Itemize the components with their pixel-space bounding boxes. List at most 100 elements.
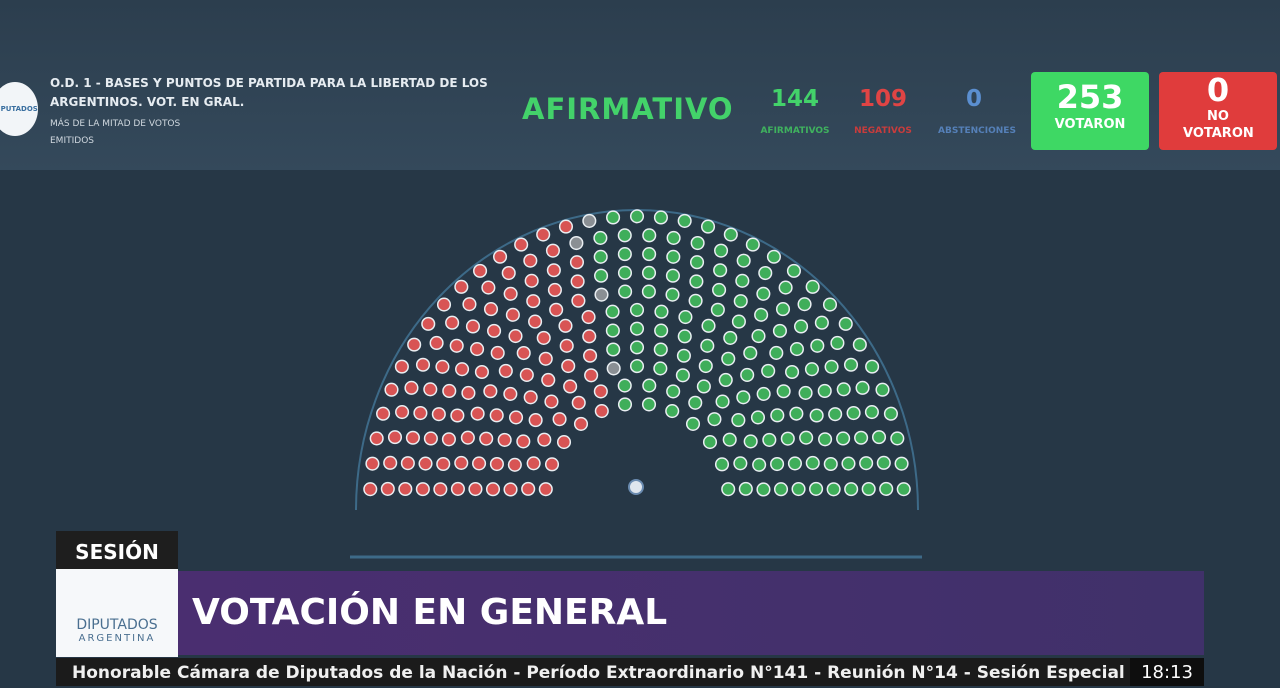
result: AFIRMATIVO <box>522 92 734 126</box>
seat <box>805 279 820 294</box>
seat <box>441 432 456 447</box>
seat <box>462 297 477 312</box>
seat <box>435 359 450 374</box>
ticker: Honorable Cámara de Diputados de la Naci… <box>56 658 1204 686</box>
seat <box>415 357 431 372</box>
seat <box>841 456 856 471</box>
seat <box>641 265 657 280</box>
seat <box>713 263 728 278</box>
seat <box>736 390 751 405</box>
seat <box>830 335 845 351</box>
seat <box>654 323 669 338</box>
seat <box>770 408 785 423</box>
seat <box>817 383 832 399</box>
seat <box>824 359 839 374</box>
seat <box>450 408 465 423</box>
seat <box>665 287 680 302</box>
seat <box>436 297 452 312</box>
seat <box>828 407 843 422</box>
seat <box>605 304 620 319</box>
seat <box>606 361 621 376</box>
seat <box>766 249 781 264</box>
seat <box>762 432 777 447</box>
seat <box>546 263 561 278</box>
seat <box>653 361 668 376</box>
seat <box>449 338 464 353</box>
seat <box>454 279 469 294</box>
seat <box>538 482 553 497</box>
seat <box>508 329 523 344</box>
seat <box>875 382 890 397</box>
seat <box>618 284 633 299</box>
seat <box>474 364 489 380</box>
seat <box>363 482 378 497</box>
seat <box>745 237 760 252</box>
seat <box>415 482 430 497</box>
seat <box>883 406 898 421</box>
seat <box>700 219 716 234</box>
seat <box>751 329 766 344</box>
seat <box>473 263 488 278</box>
seat <box>689 255 705 270</box>
seat <box>376 406 391 421</box>
seat <box>561 358 576 374</box>
seat <box>879 481 894 496</box>
seat <box>690 235 705 251</box>
seat <box>775 302 791 317</box>
seat <box>544 394 559 409</box>
seat <box>846 405 861 421</box>
not-voted-count: 0 <box>1206 71 1230 109</box>
seat <box>536 330 551 345</box>
seat <box>526 456 541 471</box>
seat <box>772 323 787 338</box>
seat <box>894 456 909 471</box>
seat <box>413 405 428 421</box>
seat <box>676 348 691 363</box>
no-count: 109 <box>858 86 907 112</box>
seat <box>383 455 398 470</box>
seat <box>559 338 574 353</box>
hemicycle <box>350 209 922 559</box>
seat <box>573 416 589 431</box>
seat <box>523 253 538 268</box>
seat <box>503 386 518 401</box>
seat <box>583 348 598 363</box>
seat <box>810 338 825 353</box>
seat <box>483 384 498 399</box>
seat <box>666 249 681 264</box>
seat <box>859 456 874 471</box>
seat <box>665 268 680 283</box>
seat <box>721 482 736 497</box>
seat <box>407 337 422 352</box>
seat <box>735 273 750 288</box>
seat <box>750 410 766 425</box>
seat <box>479 431 494 446</box>
seat <box>497 432 512 447</box>
seat <box>798 385 813 401</box>
session-tag: SESIÓN <box>56 531 178 569</box>
clock: 18:13 <box>1130 658 1204 686</box>
seat <box>797 297 812 312</box>
not-voted-box: 0 NO VOTARON <box>1159 72 1277 150</box>
seat <box>642 378 657 393</box>
seat <box>714 243 729 258</box>
seat <box>715 394 730 409</box>
seat <box>743 345 758 361</box>
seat <box>584 368 599 383</box>
seat <box>541 372 556 388</box>
seat <box>523 390 538 405</box>
seat <box>526 294 541 309</box>
seat <box>789 342 804 357</box>
seat <box>400 456 415 471</box>
seat <box>489 408 504 423</box>
seat <box>395 405 410 420</box>
seat <box>594 268 609 283</box>
seat <box>641 397 657 412</box>
seat <box>776 384 791 399</box>
seat <box>387 430 403 445</box>
seat <box>593 384 608 399</box>
seat <box>890 431 905 446</box>
seat <box>696 379 711 394</box>
headline: VOTACIÓN EN GENERAL <box>178 571 1204 655</box>
seat <box>421 316 436 331</box>
